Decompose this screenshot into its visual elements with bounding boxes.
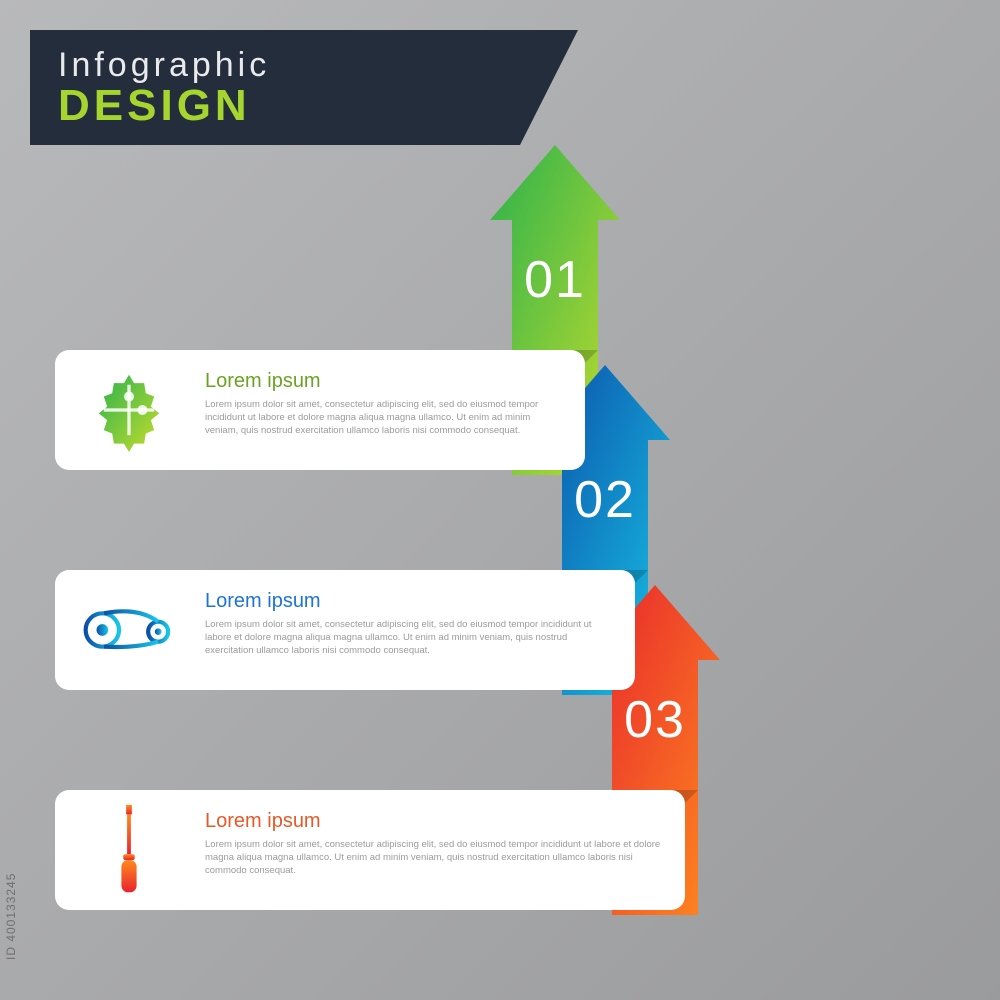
header-title-line2: DESIGN (58, 84, 492, 128)
step-title-2: Lorem ipsum (205, 590, 611, 613)
belt-pulley-icon (79, 585, 179, 675)
screwdriver-icon (79, 805, 179, 895)
step-body-2: Lorem ipsum dolor sit amet, consectetur … (205, 619, 611, 657)
header-banner: Infographic DESIGN (30, 30, 520, 145)
gear-puzzle-icon (79, 365, 179, 455)
step-row-3: Lorem ipsum Lorem ipsum dolor sit amet, … (55, 790, 685, 910)
step-body-1: Lorem ipsum dolor sit amet, consectetur … (205, 399, 561, 437)
watermark-text: ID 400133245 (4, 873, 18, 960)
step-title-1: Lorem ipsum (205, 370, 561, 393)
step-row-2: Lorem ipsum Lorem ipsum dolor sit amet, … (55, 570, 635, 690)
step-card-2: Lorem ipsum Lorem ipsum dolor sit amet, … (55, 570, 635, 690)
step-row-1: Lorem ipsum Lorem ipsum dolor sit amet, … (55, 350, 585, 470)
step-number-1: 01 (490, 250, 620, 310)
header-title-line1: Infographic (58, 48, 492, 82)
step-card-1: Lorem ipsum Lorem ipsum dolor sit amet, … (55, 350, 585, 470)
step-card-3: Lorem ipsum Lorem ipsum dolor sit amet, … (55, 790, 685, 910)
step-number-3: 03 (590, 690, 720, 750)
step-title-3: Lorem ipsum (205, 810, 661, 833)
step-number-2: 02 (540, 470, 670, 530)
step-body-3: Lorem ipsum dolor sit amet, consectetur … (205, 839, 661, 877)
